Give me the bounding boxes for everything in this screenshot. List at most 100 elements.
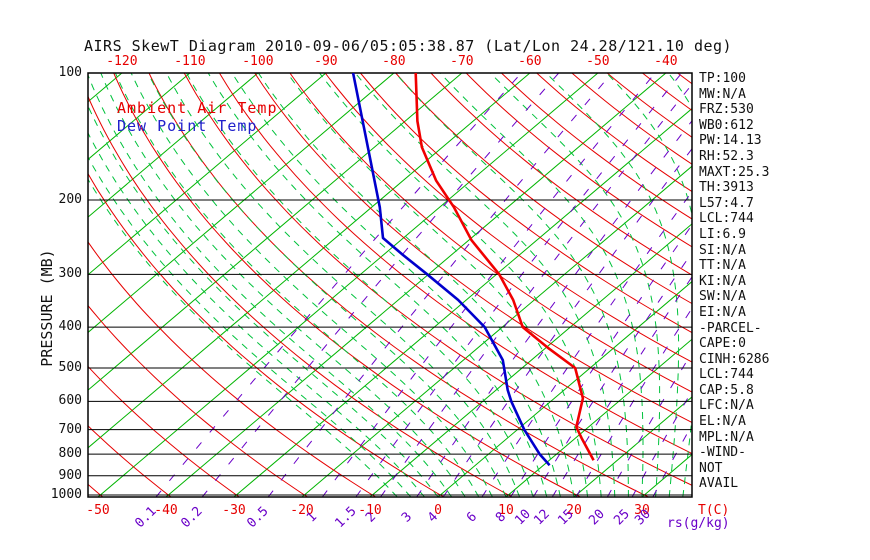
legend-ambient-air-temp: Ambient Air Temp xyxy=(117,99,278,117)
moist-adiabat-line xyxy=(489,73,661,498)
stat-line: L57:4.7 xyxy=(699,195,754,211)
mixing-ratio-line xyxy=(532,251,692,498)
stat-line: CINH:6286 xyxy=(699,351,770,367)
moist-adiabat-line xyxy=(354,73,616,498)
dry-adiabat-line xyxy=(88,425,172,498)
dewpoint-profile-line xyxy=(351,73,551,467)
bottom-temp-tick-label: 0 xyxy=(434,503,442,518)
chart-title: AIRS SkewT Diagram 2010-09-06/05:05:38.8… xyxy=(84,37,733,55)
top-temp-tick-label: -110 xyxy=(174,54,206,69)
dry-adiabat-line xyxy=(88,241,376,498)
mixing-ratio-line xyxy=(267,73,613,498)
top-temp-tick-label: -40 xyxy=(654,54,678,69)
mixing-ratio-line xyxy=(321,73,656,498)
dry-adiabat-line xyxy=(218,73,692,455)
isotherm-line xyxy=(88,73,463,391)
moist-adiabat-line xyxy=(88,104,439,498)
pressure-tick-label: 200 xyxy=(58,192,82,208)
temp-profile-line xyxy=(414,73,595,461)
stat-line: LCL:744 xyxy=(699,367,754,383)
stat-line: LI:6.9 xyxy=(699,226,746,242)
moist-adiabat-line xyxy=(114,73,480,498)
dry-adiabat-line xyxy=(465,73,692,248)
mixing-ratio-line xyxy=(442,147,692,498)
bottom-temp-tick-label: -10 xyxy=(358,503,382,518)
mixing-ratio-line xyxy=(551,275,692,498)
temp-unit-label: T(C) xyxy=(698,503,730,518)
dry-adiabat-line xyxy=(148,73,649,498)
moist-adiabat-line xyxy=(130,73,493,498)
stat-line: -PARCEL- xyxy=(699,320,762,336)
dry-adiabat-line xyxy=(571,73,692,165)
mixing-ratio-line xyxy=(201,73,560,498)
mixing-ratio-line xyxy=(481,190,692,498)
isotherm-line xyxy=(88,73,531,449)
stat-line: CAPE:0 xyxy=(699,336,746,352)
bottom-temp-tick-label: 30 xyxy=(634,503,650,518)
stat-line: MAXT:25.3 xyxy=(699,164,770,180)
moist-adiabat-line xyxy=(88,178,398,498)
moist-adiabat-line xyxy=(318,73,602,498)
pressure-tick-label: 600 xyxy=(58,393,82,409)
dry-adiabat-line xyxy=(395,73,692,305)
moist-adiabat-line xyxy=(605,73,692,498)
top-temp-tick-label: -60 xyxy=(518,54,542,69)
bottom-temp-tick-label: -30 xyxy=(222,503,246,518)
isotherm-line xyxy=(97,73,599,498)
moist-adiabat-line xyxy=(231,73,561,498)
stat-line: SW:N/A xyxy=(699,289,746,305)
stat-line: MW:N/A xyxy=(699,86,746,102)
stat-line: TP:100 xyxy=(699,71,746,86)
moist-adiabat-line xyxy=(286,73,589,498)
isotherm-line xyxy=(233,107,692,498)
stat-line: PW:14.13 xyxy=(699,133,762,149)
moist-adiabat-line xyxy=(207,73,548,498)
moist-adiabat-line xyxy=(545,73,680,498)
mixing-ratio-line xyxy=(380,83,692,498)
isotherm-line xyxy=(88,73,327,276)
dry-adiabat-line xyxy=(88,365,240,498)
top-temp-tick-label: -50 xyxy=(586,54,610,69)
stat-line: LCL:744 xyxy=(699,211,754,227)
stat-line: EI:N/A xyxy=(699,304,746,320)
dry-adiabat-line xyxy=(289,73,692,393)
stat-line: MPL:N/A xyxy=(699,429,754,445)
bottom-temp-tick-label: -40 xyxy=(154,503,178,518)
bottom-temp-tick-label: 10 xyxy=(498,503,514,518)
dry-adiabat-line xyxy=(536,73,692,193)
stat-line: -WIND- xyxy=(699,445,746,461)
isotherm-line xyxy=(88,73,191,161)
isotherm-line xyxy=(301,165,692,498)
moist-adiabat-line xyxy=(165,73,521,498)
moist-adiabat-line xyxy=(439,73,644,498)
dry-adiabat-line xyxy=(360,73,692,334)
bottom-temp-tick-label: -50 xyxy=(86,503,110,518)
moist-adiabat-line xyxy=(100,73,466,498)
stat-line: EL:N/A xyxy=(699,414,746,430)
moist-adiabat-line xyxy=(185,73,534,498)
stats-panel: TP:100 MW:N/A FRZ:530 WB0:612 PW:14.13 RH:52.… xyxy=(699,71,769,492)
dry-adiabat-line xyxy=(113,73,581,498)
isotherm-line xyxy=(88,73,259,218)
mixing-ratio-line xyxy=(355,73,683,498)
dry-adiabat-line xyxy=(183,73,692,486)
pressure-tick-label: 500 xyxy=(58,359,82,375)
stat-line: RH:52.3 xyxy=(699,148,754,164)
dry-adiabat-line xyxy=(254,73,692,424)
isotherm-line xyxy=(505,338,692,498)
pressure-tick-label: 300 xyxy=(58,266,82,282)
stat-line: CAP:5.8 xyxy=(699,382,754,398)
stat-line: TT:N/A xyxy=(699,258,746,274)
stat-line: SI:N/A xyxy=(699,242,746,258)
stat-line: NOT xyxy=(699,460,723,476)
bottom-temp-tick-label: 20 xyxy=(566,503,582,518)
moist-adiabat-line xyxy=(88,156,412,498)
dry-adiabat-line xyxy=(88,304,308,498)
mixing-ratio-line xyxy=(510,224,692,498)
isotherm-line xyxy=(573,396,692,498)
moist-adiabat-line xyxy=(88,73,453,498)
dry-adiabat-line xyxy=(88,95,513,498)
dry-adiabat-line xyxy=(430,73,692,276)
